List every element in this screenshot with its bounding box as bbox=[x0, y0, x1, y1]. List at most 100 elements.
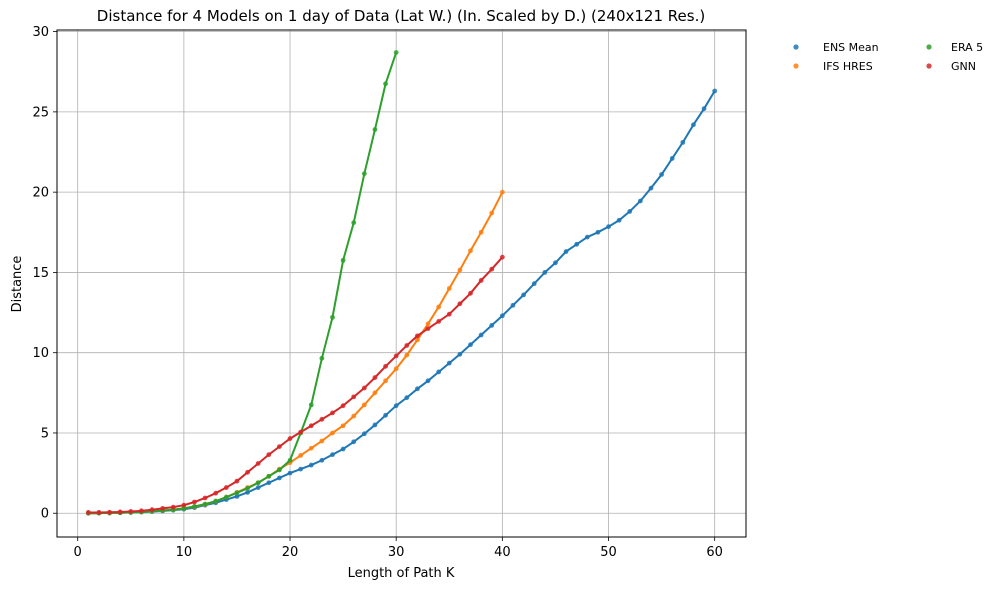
data-point bbox=[415, 337, 420, 343]
data-point bbox=[117, 509, 123, 515]
data-point bbox=[361, 171, 367, 177]
data-point bbox=[595, 229, 601, 235]
data-point bbox=[468, 342, 473, 348]
grid-lines bbox=[57, 30, 746, 537]
data-point bbox=[160, 506, 166, 511]
data-point bbox=[648, 185, 654, 191]
legend-marker bbox=[926, 44, 932, 50]
data-point bbox=[277, 467, 282, 473]
data-point bbox=[606, 224, 611, 230]
data-point bbox=[170, 504, 176, 510]
y-axis: 0 5 10 15 20 25 30 bbox=[32, 25, 57, 522]
data-point bbox=[202, 495, 208, 501]
data-point bbox=[383, 378, 388, 384]
data-point bbox=[361, 402, 367, 408]
data-point bbox=[298, 429, 304, 435]
data-point bbox=[308, 445, 314, 451]
data-point bbox=[266, 452, 272, 458]
data-point bbox=[308, 462, 314, 468]
data-point bbox=[234, 478, 240, 484]
data-point bbox=[340, 403, 346, 409]
legend-marker bbox=[926, 63, 932, 69]
data-point bbox=[404, 343, 410, 348]
legend: ENS Mean IFS HRES ERA 5 GNN bbox=[793, 41, 983, 73]
y-tick-label: 10 bbox=[32, 346, 49, 361]
legend-label: GNN bbox=[951, 60, 976, 73]
data-point bbox=[234, 490, 240, 496]
data-point bbox=[691, 122, 696, 128]
data-point bbox=[255, 461, 261, 466]
data-point bbox=[202, 501, 208, 507]
data-point bbox=[372, 127, 378, 132]
data-point bbox=[85, 510, 91, 515]
data-point bbox=[457, 267, 463, 273]
data-point bbox=[351, 220, 357, 226]
data-point bbox=[277, 444, 282, 450]
legend-marker bbox=[793, 63, 799, 69]
data-point bbox=[287, 457, 293, 463]
chart-title: Distance for 4 Models on 1 day of Data (… bbox=[97, 7, 705, 25]
data-point bbox=[383, 81, 388, 87]
legend-label: ERA 5 bbox=[951, 41, 983, 54]
data-point bbox=[383, 412, 388, 418]
data-point bbox=[138, 508, 144, 514]
data-point bbox=[287, 470, 293, 476]
data-point bbox=[319, 457, 325, 463]
x-axis: 0 10 20 30 40 50 60 bbox=[74, 537, 723, 560]
x-tick-label: 60 bbox=[706, 545, 723, 560]
data-point bbox=[531, 281, 537, 287]
data-point bbox=[319, 355, 325, 361]
y-tick-label: 0 bbox=[41, 507, 49, 522]
data-point bbox=[319, 416, 325, 422]
data-point bbox=[499, 313, 505, 319]
data-point bbox=[340, 257, 346, 263]
plot-frame bbox=[56, 29, 747, 538]
data-point bbox=[255, 485, 261, 490]
data-point bbox=[128, 509, 134, 514]
data-point bbox=[223, 494, 229, 500]
x-tick-label: 20 bbox=[282, 545, 299, 560]
data-point bbox=[393, 353, 399, 359]
data-point bbox=[319, 438, 325, 444]
data-point bbox=[489, 323, 495, 328]
data-point bbox=[436, 318, 442, 324]
data-point bbox=[510, 302, 516, 308]
data-point bbox=[361, 385, 367, 391]
data-point bbox=[245, 469, 250, 475]
data-point bbox=[351, 394, 357, 400]
data-point bbox=[330, 410, 335, 416]
legend-entry: ERA 5 bbox=[926, 41, 983, 54]
data-point bbox=[489, 210, 495, 216]
data-point bbox=[213, 490, 219, 496]
data-point bbox=[277, 475, 282, 481]
data-point bbox=[468, 290, 473, 296]
data-point bbox=[701, 106, 707, 112]
data-point bbox=[436, 304, 442, 310]
data-point bbox=[712, 88, 718, 94]
data-point bbox=[351, 439, 357, 445]
y-tick-label: 25 bbox=[32, 105, 49, 120]
data-point bbox=[478, 229, 484, 235]
data-point bbox=[213, 498, 219, 504]
data-point bbox=[415, 386, 420, 392]
data-point bbox=[425, 326, 431, 332]
data-point bbox=[563, 249, 569, 254]
y-tick-label: 30 bbox=[32, 25, 49, 40]
data-point bbox=[372, 390, 378, 396]
legend-entry: IFS HRES bbox=[793, 60, 873, 73]
series-gnn bbox=[85, 254, 505, 515]
data-point bbox=[457, 351, 463, 357]
data-point bbox=[298, 466, 304, 472]
data-point bbox=[96, 510, 102, 515]
data-point bbox=[234, 493, 240, 499]
legend-label: ENS Mean bbox=[823, 41, 879, 54]
data-point bbox=[192, 499, 197, 505]
data-point bbox=[627, 209, 633, 214]
data-point bbox=[340, 446, 346, 452]
x-tick-label: 40 bbox=[494, 545, 511, 560]
data-point bbox=[351, 413, 357, 419]
data-point bbox=[223, 485, 229, 490]
legend-entry: ENS Mean bbox=[793, 41, 879, 54]
